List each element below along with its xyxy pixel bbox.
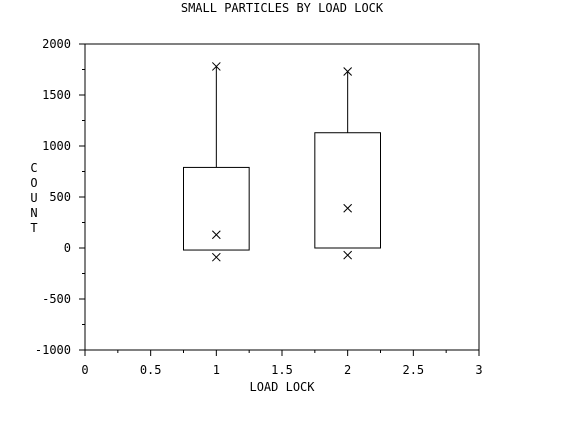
y-axis: -1000 -500 0 500 1000 1500 2000 [35, 37, 85, 357]
x-marker [211, 230, 221, 240]
y-axis-label-letter: T [30, 221, 37, 235]
x-marker [343, 250, 353, 260]
box-body [183, 166, 250, 251]
x-marker [211, 252, 221, 262]
y-tick-label: 0 [64, 241, 71, 255]
y-tick-label: -500 [42, 292, 71, 306]
chart-title: SMALL PARTICLES BY LOAD LOCK [181, 1, 384, 15]
x-tick-label: 0.5 [140, 363, 162, 377]
y-axis-label-letter: C [30, 161, 37, 175]
y-tick-label: 2000 [42, 37, 71, 51]
x-tick-label: 0 [81, 363, 88, 377]
y-axis-label-letter: N [30, 206, 37, 220]
box-body [314, 132, 382, 249]
x-marker [343, 203, 353, 213]
box-series [183, 62, 382, 262]
y-axis-label-letter: O [30, 176, 37, 190]
y-tick-label: 1500 [42, 88, 71, 102]
y-tick-label: 1000 [42, 139, 71, 153]
plot-frame [84, 43, 480, 351]
y-tick-label: 500 [49, 190, 71, 204]
x-marker [343, 67, 353, 76]
x-marker [211, 62, 221, 71]
x-tick-label: 2.5 [402, 363, 424, 377]
x-axis-label: LOAD LOCK [249, 380, 315, 394]
y-tick-label: -1000 [35, 343, 71, 357]
x-tick-label: 2 [344, 363, 351, 377]
x-tick-label: 1.5 [271, 363, 293, 377]
x-tick-label: 3 [475, 363, 482, 377]
box-1 [183, 62, 250, 262]
x-axis: 0 0.5 1 1.5 2 2.5 3 [81, 350, 483, 377]
x-tick-label: 1 [213, 363, 220, 377]
box-2 [314, 67, 382, 260]
y-axis-label-letter: U [30, 191, 37, 205]
